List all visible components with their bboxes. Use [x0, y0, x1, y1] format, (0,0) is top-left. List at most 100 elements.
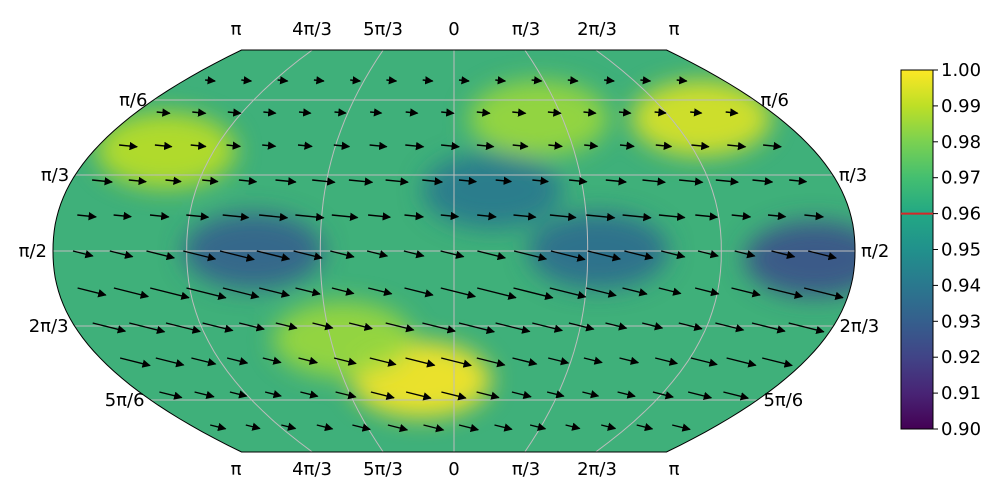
vector-arrows [72, 76, 844, 433]
vector-arrow-21 [405, 108, 419, 117]
vector-arrow-135 [165, 322, 201, 334]
vector-arrow-134 [129, 322, 166, 335]
vector-arrow-126 [585, 287, 617, 298]
vector-arrow-196 [458, 423, 480, 433]
vector-arrow-106 [624, 250, 654, 261]
vector-arrow-24 [512, 108, 527, 117]
vector-arrow-159 [333, 357, 357, 366]
vector-arrow-191 [281, 422, 297, 431]
lon-tick-top-6: π [669, 19, 680, 40]
vector-arrow-65 [642, 177, 666, 186]
vector-arrow-59 [422, 177, 444, 186]
field-peak-4 [272, 301, 413, 378]
vector-arrow-164 [512, 357, 538, 367]
vector-arrow-114 [150, 287, 190, 300]
vector-arrow-182 [511, 390, 532, 400]
vector-arrow-137 [239, 322, 265, 332]
lat-tick-right-4: 5π/6 [763, 390, 803, 411]
vector-arrow-57 [348, 177, 374, 186]
vector-arrow-123 [477, 287, 517, 300]
vector-arrow-46 [655, 141, 673, 151]
vector-arrow-176 [300, 390, 319, 399]
lon-tick-bottom-2: 5π/3 [363, 459, 403, 480]
vector-arrow-28 [654, 108, 667, 117]
vector-arrow-165 [548, 357, 570, 366]
lon-tick-labels-bottom: π 4π/3 5π/3 0 π/3 2π/3 π [231, 459, 680, 480]
vector-arrow-36 [297, 141, 313, 150]
vector-arrow-190 [245, 422, 261, 431]
vector-arrow-192 [316, 423, 334, 432]
vector-arrow-47 [691, 141, 710, 151]
vector-arrow-5 [386, 76, 398, 85]
vector-arrow-102 [477, 250, 507, 261]
vector-arrow-17 [263, 108, 277, 117]
vector-arrow-109 [734, 250, 756, 259]
vector-arrow-156 [226, 357, 249, 366]
vector-arrow-153 [119, 357, 151, 368]
vector-arrow-107 [661, 250, 686, 260]
vector-arrow-93 [146, 250, 176, 261]
vector-arrow-124 [513, 287, 554, 301]
vector-arrow-185 [617, 390, 636, 399]
vector-arrow-125 [549, 287, 587, 300]
vector-arrow-172 [159, 391, 183, 400]
vector-arrow-43 [548, 141, 563, 150]
vector-arrow-67 [715, 177, 739, 186]
colorbar-ticks: 0.90 0.91 0.92 0.93 0.94 0.95 0.96 0.97 0.98 0.99… [933, 60, 981, 440]
lat-tick-right-3: 2π/3 [839, 316, 879, 337]
vector-arrow-174 [229, 390, 248, 399]
vector-arrow-130 [731, 287, 761, 298]
lon-tick-top-5: 2π/3 [577, 19, 617, 40]
lon-tick-top-0: π [231, 19, 242, 40]
vector-arrow-189 [210, 422, 227, 432]
vector-arrow-77 [331, 212, 359, 222]
lon-tick-bottom-5: 2π/3 [577, 459, 617, 480]
vector-arrow-52 [165, 176, 182, 186]
vector-arrow-148 [642, 322, 664, 331]
vector-arrow-38 [369, 141, 388, 151]
vector-arrow-108 [697, 250, 719, 259]
vector-arrow-91 [72, 250, 94, 259]
field-peak-6 [744, 221, 855, 298]
lon-tick-bottom-0: π [231, 459, 242, 480]
colorbar-tick-label-4: 0.94 [941, 275, 981, 296]
vector-arrow-81 [477, 211, 497, 221]
vector-arrow-27 [618, 108, 632, 117]
vector-arrow-84 [586, 212, 616, 222]
vector-arrow-110 [771, 250, 796, 260]
vector-arrow-8 [495, 76, 507, 85]
vector-arrow-72 [149, 211, 170, 221]
colorbar-tick-label-2: 0.92 [941, 347, 981, 368]
vector-arrow-25 [547, 108, 562, 117]
vector-arrow-96 [256, 250, 291, 262]
vector-arrow-71 [113, 211, 132, 221]
vector-arrow-152 [788, 322, 825, 335]
vector-arrow-62 [532, 176, 549, 186]
vector-arrow-26 [583, 108, 597, 117]
vector-arrow-63 [569, 176, 588, 186]
vector-arrow-58 [385, 177, 409, 186]
vector-arrow-146 [568, 322, 595, 332]
colorbar-tick-label-8: 0.98 [941, 132, 981, 153]
lon-tick-bottom-6: π [669, 459, 680, 480]
vector-arrow-99 [366, 250, 389, 259]
vector-arrow-181 [476, 391, 500, 400]
vector-arrow-88 [731, 211, 752, 221]
field-peak-1 [631, 80, 772, 157]
vector-arrow-183 [546, 390, 565, 399]
colorbar-tick-label-3: 0.93 [941, 311, 981, 332]
vector-arrow-199 [565, 422, 581, 431]
vector-arrow-4 [350, 76, 362, 85]
vector-arrow-42 [512, 141, 529, 150]
vector-arrow-94 [183, 250, 217, 262]
vector-arrow-169 [690, 357, 718, 367]
vector-arrow-162 [441, 357, 472, 368]
vector-arrow-76 [295, 212, 325, 222]
vector-arrow-139 [312, 322, 334, 331]
vector-arrow-179 [405, 391, 432, 401]
field-peak-0 [96, 112, 237, 189]
vector-arrow-132 [803, 287, 844, 300]
vector-arrow-34 [226, 141, 242, 150]
vector-arrow-201 [636, 423, 654, 432]
